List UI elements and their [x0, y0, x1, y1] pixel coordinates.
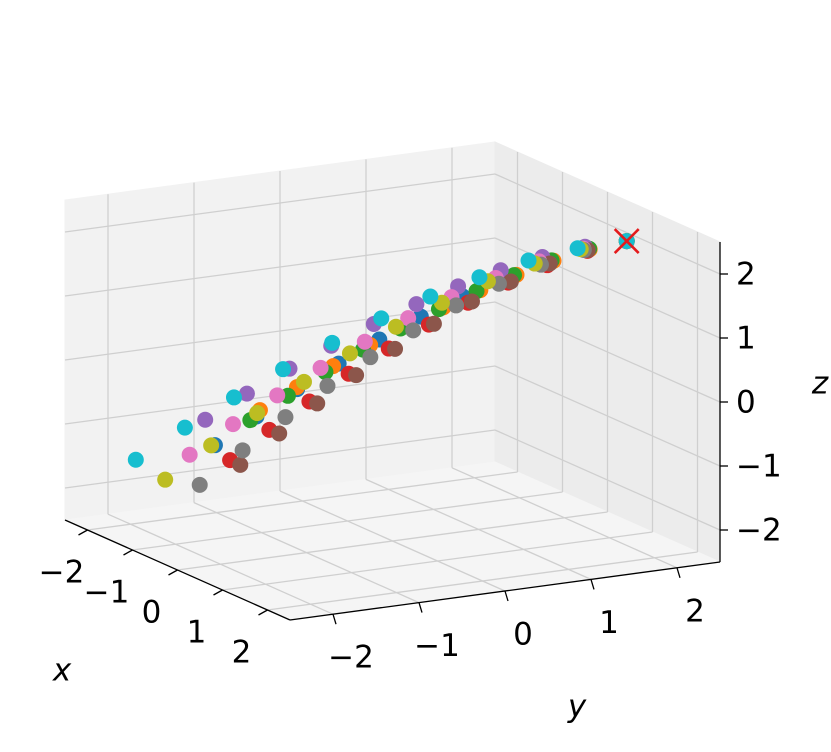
point [238, 385, 255, 402]
y-tick [418, 602, 423, 613]
grid-line [64, 429, 496, 489]
point [225, 416, 242, 433]
point [181, 446, 198, 463]
x-axis [64, 519, 291, 621]
point [387, 340, 404, 357]
point [373, 310, 390, 327]
point [232, 456, 249, 473]
point [295, 373, 312, 390]
x-tick [258, 609, 268, 616]
z-tick-label: 2 [736, 257, 756, 293]
x-tick [168, 569, 178, 576]
y-tick-label: −2 [328, 640, 374, 676]
z-axis-label: z [811, 366, 829, 402]
grid-line [64, 237, 496, 297]
point [277, 409, 294, 426]
point [191, 476, 208, 493]
grid-line [64, 173, 496, 233]
point [275, 361, 292, 378]
x-tick [213, 589, 223, 596]
x-tick-label: −2 [39, 555, 85, 591]
grid-line [494, 429, 721, 531]
point [127, 451, 144, 468]
x-tick [123, 549, 133, 556]
x-tick-label: −1 [84, 575, 130, 611]
point [471, 269, 488, 286]
point [425, 315, 442, 332]
x-tick [78, 529, 88, 536]
point [569, 240, 586, 257]
point [448, 297, 465, 314]
x-axis-label: x [52, 653, 72, 689]
point [309, 395, 326, 412]
point [520, 252, 537, 269]
point [408, 296, 425, 313]
y-tick-label: 0 [513, 617, 533, 653]
grid-line [451, 467, 678, 569]
target-marker [613, 228, 640, 254]
point [269, 387, 286, 404]
z-tick-label: −1 [736, 449, 782, 485]
point [341, 345, 358, 362]
z-tick-label: −2 [736, 513, 782, 549]
point [271, 425, 288, 442]
y-tick [332, 614, 337, 625]
grid-line [365, 478, 592, 580]
grid-line [494, 365, 721, 467]
y-tick-label: 2 [685, 593, 705, 629]
target-stroke [613, 228, 640, 254]
z-tick-label: 1 [736, 321, 756, 357]
x-tick-label: 2 [232, 635, 252, 671]
point [324, 334, 341, 351]
point [463, 293, 480, 310]
y-tick-label: −1 [414, 628, 460, 664]
point [312, 359, 329, 376]
x-tick-label: 0 [142, 595, 162, 631]
grid-line [279, 490, 506, 592]
grid-line [193, 502, 420, 604]
point [197, 411, 214, 428]
grid-line [494, 301, 721, 403]
y-tick [676, 567, 681, 578]
point [405, 322, 422, 339]
y-axis-label: y [567, 689, 587, 725]
point [319, 377, 336, 394]
y-tick [504, 590, 509, 602]
z-tick-label: 0 [736, 385, 756, 421]
point [502, 273, 519, 290]
point [422, 288, 439, 305]
point [356, 333, 373, 350]
point [400, 310, 417, 327]
point [348, 367, 365, 384]
point [234, 442, 251, 459]
point [203, 437, 220, 454]
grid-line [494, 173, 721, 275]
y-tick [590, 579, 595, 590]
y-axis [289, 561, 721, 621]
y-tick-label: 1 [599, 605, 619, 641]
x-tick-label: 1 [187, 615, 207, 651]
point [387, 318, 404, 335]
point [249, 405, 266, 422]
point [362, 349, 379, 366]
point [157, 471, 174, 488]
grid-line [107, 513, 334, 615]
point [176, 419, 193, 436]
point [225, 389, 242, 406]
